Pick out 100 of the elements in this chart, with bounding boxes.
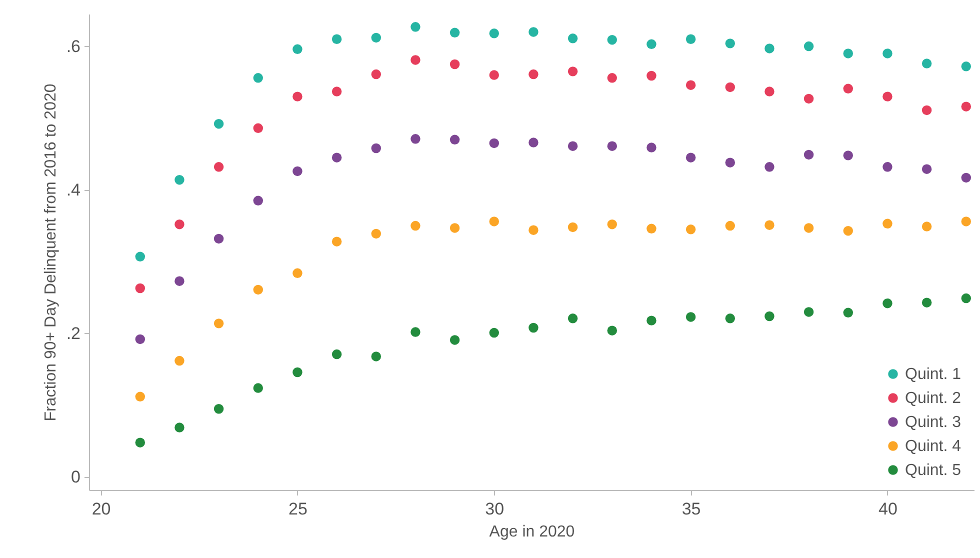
point <box>410 327 420 337</box>
point <box>646 142 656 152</box>
point <box>135 438 146 448</box>
point <box>804 307 814 317</box>
point <box>725 314 736 324</box>
point <box>804 41 814 52</box>
point <box>489 28 500 38</box>
point <box>725 158 736 168</box>
x-tick-label: 20 <box>92 500 111 518</box>
point <box>332 34 342 44</box>
point <box>371 352 382 362</box>
point <box>253 196 264 206</box>
point <box>607 141 618 151</box>
legend-label: Quint. 4 <box>905 438 962 455</box>
x-tick-label: 30 <box>485 500 504 518</box>
point <box>371 32 382 43</box>
point <box>174 422 184 432</box>
point <box>292 367 302 378</box>
point <box>135 392 146 402</box>
point <box>568 141 578 151</box>
point <box>725 38 736 48</box>
point <box>450 134 460 145</box>
point <box>725 82 736 92</box>
point <box>489 328 500 338</box>
point <box>410 55 420 65</box>
point <box>686 224 696 234</box>
point <box>804 223 814 233</box>
point <box>528 27 538 37</box>
point <box>214 118 224 129</box>
point <box>450 335 460 345</box>
point <box>214 162 224 172</box>
point <box>371 143 382 154</box>
point <box>922 298 932 308</box>
point <box>450 28 460 38</box>
point <box>843 226 854 236</box>
point <box>882 298 892 308</box>
point <box>410 22 420 32</box>
point <box>135 252 146 262</box>
point <box>450 59 460 70</box>
x-tick-label: 25 <box>288 500 308 518</box>
point <box>764 162 774 172</box>
point <box>371 69 382 80</box>
point <box>843 84 854 94</box>
legend-label: Quint. 3 <box>905 414 962 431</box>
point <box>253 123 264 134</box>
point <box>292 92 302 102</box>
point <box>961 102 972 112</box>
point <box>450 223 460 233</box>
point <box>332 236 342 246</box>
point <box>135 283 146 294</box>
point <box>922 105 932 116</box>
point <box>646 316 656 326</box>
legend-label: Quint. 1 <box>905 366 962 383</box>
y-axis-title: Fraction 90+ Day Delinquent from 2016 to 2020 <box>42 84 60 422</box>
x-tick-label: 40 <box>878 500 898 518</box>
point <box>568 66 578 76</box>
point <box>686 152 696 162</box>
point <box>607 73 618 83</box>
point <box>843 48 854 58</box>
point <box>686 312 696 322</box>
point <box>764 220 774 230</box>
y-tick-label: .4 <box>66 180 80 200</box>
point <box>528 225 538 235</box>
point <box>332 152 342 162</box>
point <box>686 34 696 44</box>
point <box>253 383 264 393</box>
x-axis-title: Age in 2020 <box>489 524 575 540</box>
y-tick-label: .2 <box>66 324 80 343</box>
point <box>882 162 892 172</box>
point <box>764 44 774 54</box>
point <box>843 308 854 318</box>
point <box>764 311 774 322</box>
point <box>292 268 302 278</box>
point <box>961 293 972 304</box>
point <box>686 80 696 90</box>
legend-label: Quint. 5 <box>905 462 962 479</box>
point <box>961 62 972 72</box>
point <box>489 70 500 80</box>
y-tick-label: .6 <box>66 36 80 56</box>
point <box>607 219 618 230</box>
point <box>961 172 972 183</box>
point <box>922 222 932 232</box>
point <box>528 69 538 80</box>
point <box>646 39 656 50</box>
point <box>646 224 656 234</box>
point <box>922 58 932 68</box>
point <box>253 284 264 295</box>
point <box>646 70 656 81</box>
point <box>882 48 892 58</box>
x-tick-label: 35 <box>682 500 701 518</box>
point <box>764 86 774 96</box>
point <box>489 216 500 226</box>
point <box>568 222 578 232</box>
point <box>214 318 224 328</box>
point <box>568 314 578 324</box>
legend-label: Quint. 2 <box>905 390 962 407</box>
point <box>253 73 264 83</box>
point <box>174 219 184 230</box>
y-tick-label: 0 <box>71 468 80 487</box>
point <box>174 174 184 185</box>
